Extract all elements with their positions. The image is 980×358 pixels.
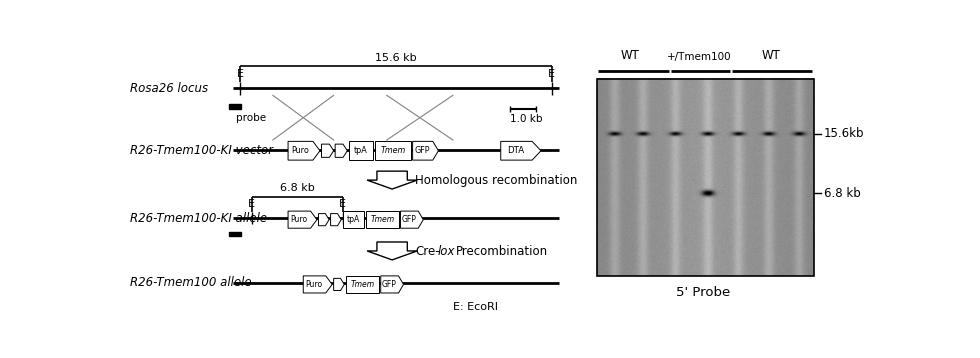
Text: E: E	[339, 199, 346, 209]
Text: R26-Tmem100 allele: R26-Tmem100 allele	[130, 276, 252, 289]
Text: +/Tmem100: +/Tmem100	[666, 52, 731, 62]
Text: Tmem: Tmem	[380, 146, 406, 155]
Polygon shape	[413, 141, 438, 160]
Text: 15.6kb: 15.6kb	[823, 127, 864, 140]
Polygon shape	[380, 276, 404, 293]
Text: GFP: GFP	[402, 215, 416, 224]
Polygon shape	[321, 144, 333, 158]
Text: Puro: Puro	[291, 146, 309, 155]
Text: WT: WT	[620, 49, 639, 62]
Polygon shape	[368, 171, 417, 189]
Text: GFP: GFP	[382, 280, 397, 289]
Bar	[343, 211, 364, 228]
Polygon shape	[368, 242, 417, 260]
Bar	[346, 276, 379, 293]
Text: tpA: tpA	[347, 215, 360, 224]
Polygon shape	[303, 276, 332, 293]
Text: tpA: tpA	[354, 146, 368, 155]
Text: E: EcoRI: E: EcoRI	[453, 302, 498, 312]
Text: E: E	[237, 69, 244, 79]
Bar	[229, 103, 241, 109]
Text: DTA: DTA	[508, 146, 524, 155]
Text: 1.0 kb: 1.0 kb	[510, 114, 542, 124]
Bar	[349, 141, 373, 160]
Text: 6.8 kb: 6.8 kb	[823, 187, 860, 200]
Text: Rosa26 locus: Rosa26 locus	[130, 82, 208, 95]
Bar	[374, 141, 412, 160]
Text: Tmem: Tmem	[370, 215, 394, 224]
Bar	[597, 79, 813, 276]
Text: E: E	[248, 199, 255, 209]
Text: Precombination: Precombination	[456, 245, 548, 258]
Polygon shape	[401, 211, 423, 228]
Polygon shape	[318, 214, 329, 226]
Polygon shape	[288, 211, 317, 228]
Text: E: E	[548, 69, 555, 79]
Text: 5' Probe: 5' Probe	[676, 286, 731, 299]
Text: R26-Tmem100-KI vector: R26-Tmem100-KI vector	[130, 144, 273, 157]
Text: WT: WT	[761, 49, 780, 62]
Text: R26-Tmem100-KI allele: R26-Tmem100-KI allele	[130, 212, 268, 224]
Text: Cre-: Cre-	[415, 245, 440, 258]
Text: 15.6 kb: 15.6 kb	[375, 53, 416, 63]
Text: Tmem: Tmem	[351, 280, 374, 289]
Text: lox: lox	[438, 245, 455, 258]
Polygon shape	[335, 144, 347, 158]
Text: Homologous recombination: Homologous recombination	[415, 174, 577, 187]
Text: probe: probe	[236, 113, 267, 123]
Text: Puro: Puro	[306, 280, 322, 289]
Text: 6.8 kb: 6.8 kb	[280, 183, 315, 193]
Bar	[229, 232, 241, 237]
Polygon shape	[333, 279, 344, 290]
Text: Puro: Puro	[290, 215, 308, 224]
Polygon shape	[288, 141, 319, 160]
Bar	[366, 211, 399, 228]
Polygon shape	[330, 214, 341, 226]
Polygon shape	[501, 141, 541, 160]
Text: GFP: GFP	[415, 146, 430, 155]
